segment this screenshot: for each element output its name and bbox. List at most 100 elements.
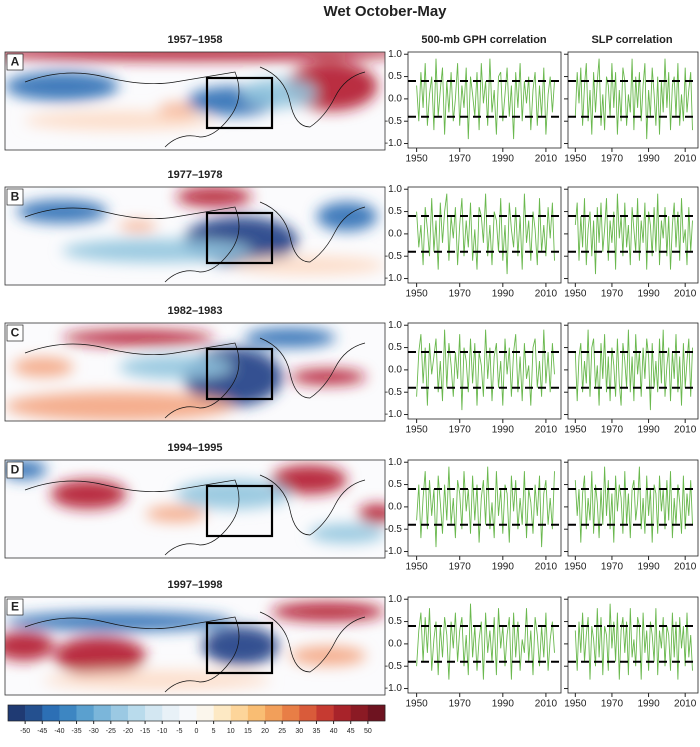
- x-tick-label: 1970: [449, 289, 472, 300]
- y-tick-label: 1.0: [388, 457, 402, 468]
- map-frame: [4, 51, 386, 151]
- series-line: [574, 58, 693, 140]
- x-tick-label: 2010: [674, 289, 697, 300]
- y-tick-label: 0.0: [388, 229, 402, 240]
- y-tick-label: 0.5: [388, 479, 402, 490]
- colorbar-swatch: [299, 705, 317, 721]
- colorbar-label: 20: [261, 728, 269, 735]
- letter-box: [6, 53, 24, 71]
- anomaly: [62, 329, 214, 346]
- panel-period: 1997–1998: [167, 579, 222, 591]
- anomaly: [16, 199, 108, 224]
- y-tick-label: 0.0: [388, 94, 402, 105]
- x-tick-label: 1950: [405, 699, 428, 710]
- y-tick-label: 1.0: [388, 594, 402, 605]
- column-title: SLP correlation: [591, 34, 672, 46]
- x-tick-label: 1970: [601, 425, 624, 436]
- panel-period: 1977–1978: [167, 169, 222, 181]
- colorbar-label: 35: [313, 728, 321, 735]
- anomaly: [202, 626, 279, 666]
- y-tick-label: -1.0: [385, 546, 403, 557]
- anomaly: [43, 670, 271, 691]
- anomaly: [309, 523, 385, 544]
- colorbar-swatch: [213, 705, 232, 721]
- colorbar-swatch: [367, 705, 386, 721]
- anomaly: [271, 464, 347, 495]
- plot-frame: [567, 459, 699, 557]
- region-box: [205, 621, 274, 675]
- colorbar-swatch: [93, 705, 112, 721]
- y-tick-label: -0.5: [385, 661, 403, 672]
- colorbar-label: 0: [195, 728, 199, 735]
- y-tick-label: -0.5: [385, 524, 403, 535]
- y-tick-label: -1.0: [385, 138, 403, 149]
- y-tick-label: 0.5: [388, 342, 402, 353]
- map-field: [5, 460, 385, 544]
- colorbar-label: -35: [71, 728, 81, 735]
- panel-letter: B: [11, 190, 20, 204]
- colorbar-label: 30: [295, 728, 303, 735]
- colorbar-label: -15: [140, 728, 150, 735]
- colorbar-swatch: [25, 705, 43, 721]
- colorbar-label: -5: [176, 728, 182, 735]
- colorbar-label: 10: [227, 728, 235, 735]
- y-tick-label: 1.0: [388, 320, 402, 331]
- region-box: [205, 484, 274, 538]
- y-tick-label: 0.0: [388, 639, 402, 650]
- colorbar-swatch: [76, 705, 94, 721]
- x-tick-label: 1990: [492, 154, 515, 165]
- colorbar-label: -50: [20, 728, 30, 735]
- anomaly: [62, 238, 252, 263]
- colorbar-swatch: [282, 705, 300, 721]
- x-tick-label: 2010: [674, 425, 697, 436]
- anomaly: [358, 504, 385, 524]
- colorbar-swatch: [265, 705, 283, 721]
- x-tick-label: 2010: [535, 425, 558, 436]
- map: [5, 323, 385, 421]
- map: [5, 597, 385, 695]
- anomaly: [119, 355, 233, 379]
- x-tick-label: 1990: [492, 699, 515, 710]
- x-tick-label: 1970: [601, 154, 624, 165]
- map-frame: [4, 322, 386, 422]
- x-tick-label: 2010: [535, 154, 558, 165]
- anomaly: [240, 78, 317, 108]
- y-tick-label: 0.0: [388, 502, 402, 513]
- y-tick-label: 0.5: [388, 206, 402, 217]
- region-box: [205, 76, 274, 130]
- x-tick-label: 1970: [449, 562, 472, 573]
- anomaly: [5, 611, 233, 632]
- anomaly: [50, 479, 127, 509]
- column-title: 500-mb GPH correlation: [421, 34, 547, 46]
- panel-letter: C: [11, 326, 20, 340]
- letter-box: [6, 324, 24, 342]
- series-line: [416, 603, 555, 680]
- map-frame: [4, 459, 386, 559]
- region-box: [205, 211, 274, 265]
- panel-letter: D: [11, 463, 20, 477]
- y-tick-label: -1.0: [385, 409, 403, 420]
- y-tick-label: -0.5: [385, 387, 403, 398]
- anomaly: [290, 369, 366, 385]
- figure-title: Wet October-May: [323, 3, 447, 20]
- x-tick-label: 1950: [564, 154, 587, 165]
- colorbar-label: -25: [106, 728, 116, 735]
- colorbar-swatch: [179, 705, 197, 721]
- map-field: [16, 187, 385, 276]
- x-tick-label: 2010: [674, 699, 697, 710]
- coastline: [24, 337, 366, 419]
- anomaly: [244, 327, 336, 348]
- x-tick-label: 1970: [449, 154, 472, 165]
- anomaly: [233, 255, 385, 276]
- x-tick-label: 2010: [535, 562, 558, 573]
- letter-box: [6, 461, 24, 479]
- x-tick-label: 1950: [405, 154, 428, 165]
- colorbar-label: 15: [244, 728, 252, 735]
- x-tick-label: 2010: [674, 154, 697, 165]
- x-tick-label: 2010: [674, 562, 697, 573]
- colorbar-swatch: [247, 705, 266, 721]
- x-tick-label: 1990: [637, 562, 660, 573]
- x-tick-label: 1990: [637, 699, 660, 710]
- colorbar-swatch: [316, 705, 334, 721]
